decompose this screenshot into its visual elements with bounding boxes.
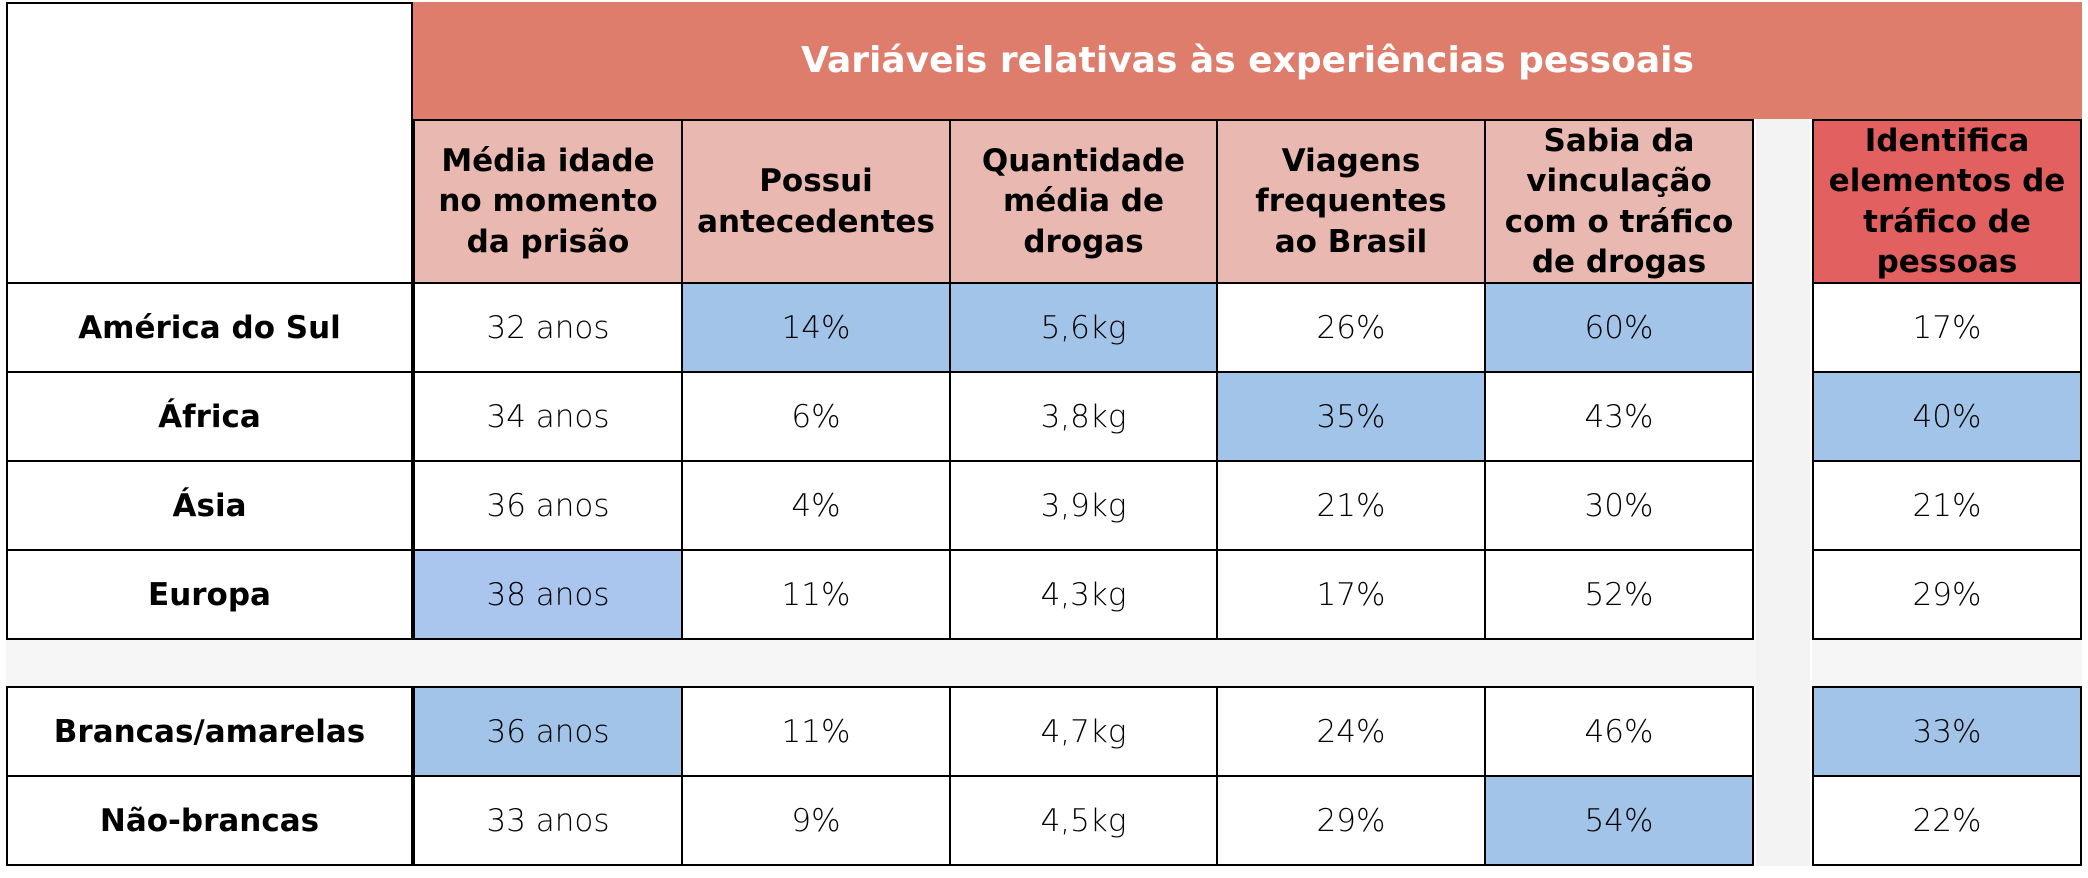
group-separator (6, 640, 1756, 686)
table-cell: 29% (1216, 775, 1486, 866)
table-cell: 24% (1216, 686, 1486, 777)
table-cell: 36 anos (413, 460, 683, 551)
table-cell: 32 anos (413, 282, 683, 373)
table-cell: 17% (1812, 282, 2082, 373)
group-separator-right (1812, 640, 2082, 686)
table-cell: 11% (681, 686, 951, 777)
table-cell: 46% (1484, 686, 1754, 777)
table-cell: 4,3kg (949, 549, 1218, 640)
table-cell: 29% (1812, 549, 2082, 640)
col-header-idade: Média idade no momento da prisão (413, 119, 683, 284)
table-cell: 26% (1216, 282, 1486, 373)
table-cell: 21% (1812, 460, 2082, 551)
column-gap (1756, 119, 1810, 866)
table-cell: 5,6kg (949, 282, 1218, 373)
table-cell: 40% (1812, 371, 2082, 462)
table-cell: 4% (681, 460, 951, 551)
row-label-brancas-amarelas: Brancas/amarelas (6, 686, 413, 777)
row-label-africa: África (6, 371, 413, 462)
table-cell: 30% (1484, 460, 1754, 551)
corner-cell (6, 2, 413, 284)
table-cell: 36 anos (413, 686, 683, 777)
table-cell: 4,5kg (949, 775, 1218, 866)
table-cell: 38 anos (413, 549, 683, 640)
table-title: Variáveis relativas às experiências pess… (413, 2, 2082, 119)
table-cell: 34 anos (413, 371, 683, 462)
table-cell: 9% (681, 775, 951, 866)
col-header-trafico-pessoas: Identifica elementos de tráfico de pesso… (1812, 119, 2082, 284)
table-cell: 60% (1484, 282, 1754, 373)
table-cell: 4,7kg (949, 686, 1218, 777)
table-cell: 33 anos (413, 775, 683, 866)
table-cell: 11% (681, 549, 951, 640)
table-cell: 52% (1484, 549, 1754, 640)
table-cell: 33% (1812, 686, 2082, 777)
row-label-nao-brancas: Não-brancas (6, 775, 413, 866)
table-cell: 6% (681, 371, 951, 462)
row-label-asia: Ásia (6, 460, 413, 551)
table-cell: 21% (1216, 460, 1486, 551)
col-header-drogas: Quantidade média de drogas (949, 119, 1218, 284)
table-cell: 54% (1484, 775, 1754, 866)
table-cell: 22% (1812, 775, 2082, 866)
table-cell: 3,9kg (949, 460, 1218, 551)
row-label-america-do-sul: América do Sul (6, 282, 413, 373)
col-header-antecedentes: Possui antecedentes (681, 119, 951, 284)
table-cell: 17% (1216, 549, 1486, 640)
col-header-vinculacao: Sabia da vinculação com o tráfico de dro… (1484, 119, 1754, 284)
table-cell: 43% (1484, 371, 1754, 462)
table-cell: 35% (1216, 371, 1486, 462)
table-cell: 3,8kg (949, 371, 1218, 462)
col-header-viagens: Viagens frequentes ao Brasil (1216, 119, 1486, 284)
row-label-europa: Europa (6, 549, 413, 640)
table-cell: 14% (681, 282, 951, 373)
